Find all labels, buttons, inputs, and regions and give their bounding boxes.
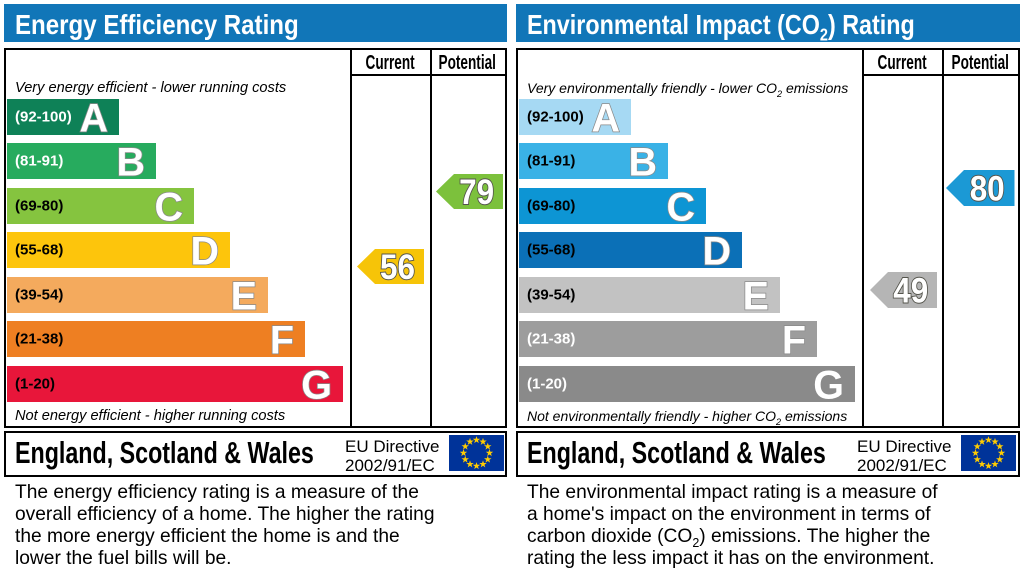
svg-text:A: A xyxy=(591,99,620,135)
svg-text:A: A xyxy=(79,99,108,135)
svg-text:B: B xyxy=(116,143,145,179)
svg-text:D: D xyxy=(190,232,219,268)
svg-text:F: F xyxy=(782,321,806,357)
svg-text:B: B xyxy=(628,143,657,179)
svg-text:E: E xyxy=(230,277,256,313)
svg-text:C: C xyxy=(154,188,183,224)
svg-text:F: F xyxy=(270,321,294,357)
svg-text:C: C xyxy=(666,188,695,224)
svg-text:56: 56 xyxy=(380,249,415,284)
svg-text:D: D xyxy=(702,232,731,268)
svg-text:G: G xyxy=(301,366,332,402)
svg-text:49: 49 xyxy=(893,272,928,308)
svg-text:G: G xyxy=(813,366,844,402)
svg-text:79: 79 xyxy=(459,174,494,209)
svg-text:80: 80 xyxy=(970,170,1005,206)
svg-text:E: E xyxy=(742,277,768,313)
